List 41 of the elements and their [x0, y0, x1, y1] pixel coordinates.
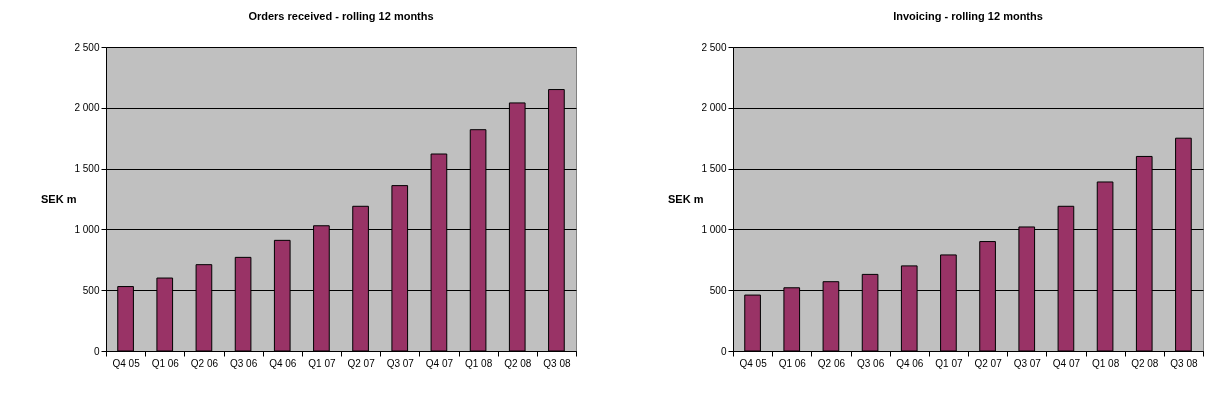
x-tick-label: Q3 06 [856, 357, 885, 369]
y-tick-label: 1 500 [74, 163, 100, 175]
x-tick-label: Q1 07 [935, 357, 963, 369]
x-tick-label: Q4 07 [425, 357, 454, 369]
x-tick-label: Q1 08 [464, 357, 493, 369]
y-axis-title: SEK m [41, 192, 77, 205]
chart-title: Orders received - rolling 12 months [248, 10, 434, 22]
chart-title: Invoicing - rolling 12 months [893, 10, 1043, 22]
y-axis-title: SEK m [668, 192, 704, 205]
x-tick-label: Q1 08 [1091, 357, 1120, 369]
x-tick-label: Q3 08 [543, 357, 571, 369]
x-tick-label: Q3 07 [386, 357, 415, 369]
x-tick-label: Q3 08 [1170, 357, 1198, 369]
x-tick-label: Q3 06 [229, 357, 258, 369]
x-tick-label: Q1 06 [778, 357, 807, 369]
x-tick-label: Q4 07 [1052, 357, 1081, 369]
x-tick-label: Q2 06 [190, 357, 219, 369]
x-tick-label: Q2 06 [817, 357, 846, 369]
y-tick-label: 500 [82, 284, 100, 296]
y-tick-label: 2 000 [74, 102, 100, 114]
x-tick-label: Q4 05 [112, 357, 141, 369]
x-tick-label: Q1 07 [308, 357, 336, 369]
y-tick-label: 0 [720, 345, 727, 357]
x-tick-label: Q2 07 [347, 357, 376, 369]
y-tick-label: 1 000 [74, 223, 100, 235]
x-tick-label: Q4 06 [269, 357, 297, 369]
y-tick-label: 2 000 [701, 102, 727, 114]
y-tick-label: 0 [93, 345, 100, 357]
x-tick-label: Q4 06 [896, 357, 924, 369]
bar [744, 294, 761, 352]
y-tick-label: 500 [709, 284, 727, 296]
x-tick-label: Q2 08 [504, 357, 532, 369]
x-tick-label: Q4 05 [739, 357, 768, 369]
y-tick-label: 1 500 [701, 163, 727, 175]
x-tick-label: Q3 07 [1013, 357, 1042, 369]
x-tick-label: Q2 07 [974, 357, 1003, 369]
y-tick-label: 2 500 [701, 41, 727, 53]
x-tick-label: Q1 06 [151, 357, 180, 369]
y-tick-label: 2 500 [74, 41, 100, 53]
y-tick-label: 1 000 [701, 223, 727, 235]
x-tick-label: Q2 08 [1131, 357, 1159, 369]
